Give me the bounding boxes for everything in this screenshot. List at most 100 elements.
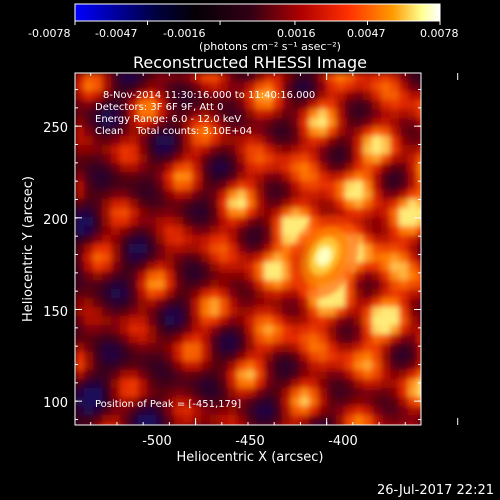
heatmap-cell: [84, 127, 94, 137]
heatmap-cell: [354, 298, 364, 308]
heatmap-cell: [192, 172, 202, 182]
heatmap-cell: [300, 316, 310, 326]
heatmap-cell: [354, 172, 364, 182]
heatmap-cell: [381, 289, 391, 299]
heatmap-cell: [273, 325, 283, 335]
heatmap-cell: [228, 136, 238, 146]
heatmap-cell: [75, 244, 85, 254]
heatmap-cell: [381, 298, 391, 308]
heatmap-cell: [174, 397, 184, 407]
heatmap-cell: [246, 343, 256, 353]
heatmap-cell: [318, 325, 328, 335]
heatmap-cell: [75, 271, 85, 281]
heatmap-cell: [282, 379, 292, 389]
heatmap-cell: [381, 379, 391, 389]
heatmap-cell: [174, 145, 184, 155]
heatmap-cell: [282, 280, 292, 290]
heatmap-cell: [363, 235, 373, 245]
heatmap-cell: [300, 361, 310, 371]
colorbar-tick-label: 0.0016: [277, 27, 316, 40]
heatmap-cell: [363, 280, 373, 290]
heatmap-cell: [264, 379, 274, 389]
heatmap-cell: [111, 73, 121, 83]
heatmap-cell: [129, 244, 139, 254]
heatmap-cell: [291, 217, 301, 227]
heatmap-cell: [201, 370, 211, 380]
heatmap-cell: [228, 100, 238, 110]
heatmap-cell: [273, 199, 283, 209]
heatmap-cell: [192, 325, 202, 335]
heatmap-cell: [417, 235, 421, 245]
heatmap-cell: [165, 118, 175, 128]
heatmap-cell: [93, 235, 103, 245]
heatmap-cell: [291, 163, 301, 173]
heatmap-cell: [255, 379, 265, 389]
heatmap-cell: [84, 361, 94, 371]
heatmap-cell: [282, 208, 292, 218]
heatmap-cell: [120, 217, 130, 227]
heatmap-cell: [93, 262, 103, 272]
heatmap-cell: [183, 334, 193, 344]
heatmap-cell: [210, 73, 220, 83]
heatmap-cell: [183, 253, 193, 263]
heatmap-cell: [210, 298, 220, 308]
heatmap-cell: [309, 343, 319, 353]
heatmap-cell: [228, 163, 238, 173]
heatmap-cell: [345, 298, 355, 308]
heatmap-cell: [390, 388, 400, 398]
heatmap-cell: [345, 145, 355, 155]
heatmap-cell: [237, 208, 247, 218]
heatmap-cell: [336, 397, 346, 407]
heatmap-cell: [102, 262, 112, 272]
heatmap-cell: [417, 253, 421, 263]
heatmap-cell: [120, 163, 130, 173]
heatmap-cell: [345, 73, 355, 83]
heatmap-cell: [264, 253, 274, 263]
heatmap-cell: [120, 298, 130, 308]
heatmap-cell: [264, 226, 274, 236]
heatmap-cell: [237, 388, 247, 398]
heatmap-cell: [111, 343, 121, 353]
heatmap-cell: [120, 253, 130, 263]
heatmap-cell: [228, 73, 238, 83]
heatmap-cell: [102, 343, 112, 353]
heatmap-cell: [102, 181, 112, 191]
heatmap-cell: [165, 82, 175, 92]
heatmap-cell: [120, 181, 130, 191]
heatmap-cell: [84, 208, 94, 218]
heatmap-cell: [255, 253, 265, 263]
heatmap-cell: [210, 109, 220, 119]
heatmap-cell: [210, 136, 220, 146]
heatmap-cell: [390, 244, 400, 254]
heatmap-cell: [75, 181, 85, 191]
heatmap-cell: [111, 163, 121, 173]
heatmap-cell: [192, 388, 202, 398]
heatmap-cell: [120, 244, 130, 254]
heatmap-cell: [129, 271, 139, 281]
heatmap-cell: [291, 325, 301, 335]
heatmap-cell: [237, 118, 247, 128]
heatmap-cell: [228, 397, 238, 407]
heatmap-cell: [300, 91, 310, 101]
heatmap-cell: [264, 127, 274, 137]
heatmap-cell: [93, 343, 103, 353]
heatmap-cell: [381, 280, 391, 290]
heatmap-cell: [399, 136, 409, 146]
heatmap-cell: [381, 154, 391, 164]
heatmap-cell: [291, 172, 301, 182]
heatmap-cell: [300, 163, 310, 173]
heatmap-cell: [309, 91, 319, 101]
heatmap-cell: [399, 118, 409, 128]
heatmap-cell: [138, 388, 148, 398]
heatmap-cell: [363, 334, 373, 344]
heatmap-cell: [318, 334, 328, 344]
heatmap-cell: [174, 136, 184, 146]
heatmap-cell: [75, 253, 85, 263]
heatmap-cell: [210, 118, 220, 128]
heatmap-cell: [255, 109, 265, 119]
heatmap-cell: [282, 307, 292, 317]
heatmap-cell: [345, 136, 355, 146]
heatmap-cell: [93, 298, 103, 308]
heatmap-cell: [84, 406, 94, 416]
heatmap-cell: [273, 334, 283, 344]
